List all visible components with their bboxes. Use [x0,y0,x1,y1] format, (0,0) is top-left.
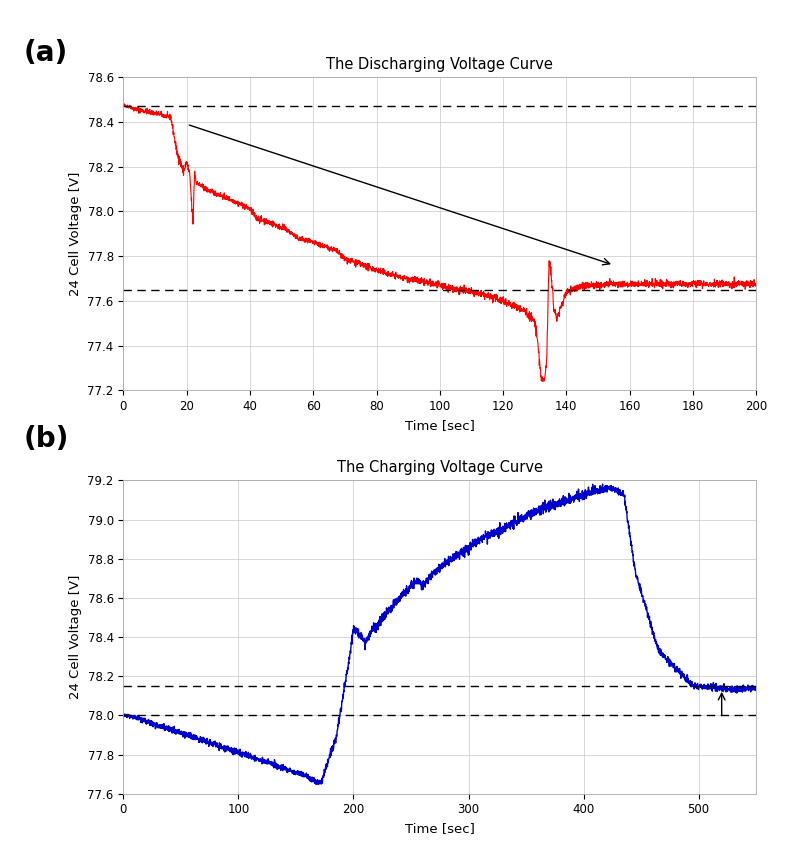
X-axis label: Time [sec]: Time [sec] [405,419,474,432]
Title: The Discharging Voltage Curve: The Discharging Voltage Curve [326,57,553,72]
Y-axis label: 24 Cell Voltage [V]: 24 Cell Voltage [V] [68,172,82,296]
Y-axis label: 24 Cell Voltage [V]: 24 Cell Voltage [V] [68,575,82,699]
Text: (b): (b) [24,425,69,453]
Title: The Charging Voltage Curve: The Charging Voltage Curve [337,460,543,475]
Text: (a): (a) [24,39,68,67]
X-axis label: Time [sec]: Time [sec] [405,822,474,835]
